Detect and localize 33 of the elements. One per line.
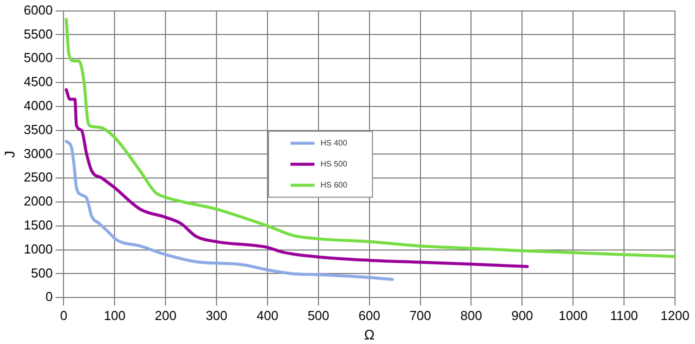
y-tick-label: 5500 bbox=[24, 26, 53, 42]
y-axis-title: J bbox=[1, 150, 18, 158]
x-tick-label: 200 bbox=[154, 308, 176, 323]
y-tick-label: 2500 bbox=[24, 170, 53, 185]
legend-label: HS 500 bbox=[320, 159, 348, 168]
y-tick-label: 2000 bbox=[24, 194, 53, 209]
legend-label: HS 600 bbox=[320, 180, 348, 190]
x-tick-label: 600 bbox=[358, 308, 380, 323]
line-series bbox=[64, 88, 529, 268]
line-series bbox=[64, 140, 394, 281]
x-axis-title: Ω bbox=[364, 326, 375, 342]
y-tick-label: 4500 bbox=[24, 74, 53, 90]
y-tick-label: 3500 bbox=[24, 122, 53, 137]
legend-label: HS 400 bbox=[320, 138, 348, 148]
x-tick-label: 700 bbox=[409, 308, 432, 323]
x-tick-label: 800 bbox=[460, 308, 482, 323]
x-tick-label: 500 bbox=[308, 308, 330, 323]
x-tick-label: 900 bbox=[511, 308, 534, 323]
x-tick-label: 1200 bbox=[660, 308, 690, 323]
y-tick-label: 5000 bbox=[24, 50, 53, 66]
x-tick-label: 1000 bbox=[558, 308, 588, 323]
y-tick-label: 1500 bbox=[24, 217, 53, 232]
y-tick-label: 500 bbox=[31, 265, 53, 280]
y-tick-label: 4000 bbox=[24, 98, 53, 113]
y-tick-label: 6000 bbox=[24, 2, 53, 18]
x-tick-label: 100 bbox=[104, 308, 126, 323]
x-tick-label: 1100 bbox=[610, 308, 638, 323]
y-tick-label: 3000 bbox=[24, 146, 53, 161]
x-tick-label: 400 bbox=[256, 308, 278, 323]
y-tick-label: 1000 bbox=[24, 241, 53, 256]
x-tick-label: 0 bbox=[60, 308, 68, 323]
x-tick-label: 300 bbox=[206, 308, 228, 323]
y-tick-label: 0 bbox=[45, 289, 53, 304]
